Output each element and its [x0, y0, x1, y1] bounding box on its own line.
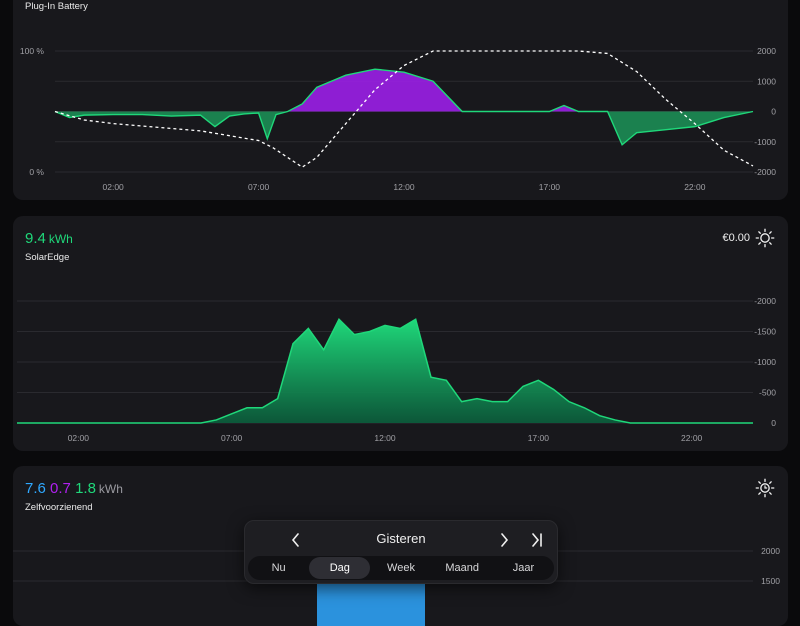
self-unit: kWh — [98, 482, 123, 496]
battery-right-tick: 0 — [771, 107, 776, 117]
solar-right-tick: -2000 — [754, 296, 776, 306]
solar-production-area — [17, 319, 753, 423]
battery-right-tick: 2000 — [757, 46, 776, 56]
solar-card[interactable]: 9.4 kWh SolarEdge €0.00 -2000 -1500 -1000 -5… — [13, 216, 788, 451]
battery-discharge-area — [55, 69, 753, 112]
chevron-left-icon — [291, 533, 299, 547]
solar-energy-value: 9.4 kWh — [25, 230, 73, 247]
self-value-solar: 1.8 — [75, 480, 96, 497]
solar-right-tick: -500 — [759, 388, 776, 398]
self-values: 7.6 0.7 1.8 kWh — [25, 480, 123, 497]
solar-price: €0.00 — [722, 232, 750, 244]
solar-unit: kWh — [48, 232, 73, 246]
battery-x-tick: 12:00 — [393, 182, 415, 192]
solar-x-tick: 07:00 — [221, 433, 243, 443]
self-name: Zelfvoorzienend — [25, 502, 93, 513]
solar-x-tick: 22:00 — [681, 433, 703, 443]
solar-value: 9.4 — [25, 230, 46, 247]
solar-production-line — [17, 318, 753, 424]
skip-to-end-icon — [532, 533, 542, 547]
battery-right-tick: 1000 — [757, 76, 776, 86]
battery-soc-line — [54, 50, 754, 168]
battery-x-tick: 17:00 — [539, 182, 561, 192]
battery-right-tick: -2000 — [754, 167, 776, 177]
sun-icon[interactable] — [755, 228, 775, 248]
battery-right-tick: -1000 — [754, 137, 776, 147]
period-navigator: Gisteren Nu Dag Week Maand Jaar — [244, 520, 558, 584]
previous-period-button[interactable] — [285, 529, 307, 551]
battery-x-tick: 02:00 — [103, 182, 125, 192]
battery-x-tick: 07:00 — [248, 182, 270, 192]
solar-chart: -2000 -1500 -1000 -500 0 02:00 07:00 12:00 17:00… — [17, 296, 776, 443]
battery-charge-area — [55, 111, 753, 145]
solar-x-tick: 12:00 — [374, 433, 396, 443]
tab-now[interactable]: Nu — [271, 562, 286, 574]
solar-x-tick: 17:00 — [528, 433, 550, 443]
battery-card[interactable]: Plug-In Battery 2000 1000 0 -1000 -2000 100 %… — [13, 0, 788, 200]
solar-name: SolarEdge — [25, 252, 70, 263]
tab-day[interactable]: Dag — [309, 557, 371, 579]
period-tabs: Nu Dag Week Maand Jaar — [248, 556, 554, 580]
self-y-tick: 1500 — [761, 576, 780, 586]
self-y-tick: 2000 — [761, 546, 780, 556]
tab-week[interactable]: Week — [387, 562, 415, 574]
chevron-right-icon — [501, 533, 509, 547]
period-label: Gisteren — [376, 531, 426, 546]
battery-left-tick: 100 % — [20, 46, 45, 56]
sun-clock-icon[interactable] — [755, 478, 775, 498]
next-period-button[interactable] — [493, 529, 515, 551]
battery-title: Plug-In Battery — [25, 1, 88, 12]
last-period-button[interactable] — [526, 529, 548, 551]
tab-month[interactable]: Maand — [445, 562, 480, 574]
battery-power-line — [54, 68, 754, 146]
tab-year[interactable]: Jaar — [512, 562, 535, 574]
solar-right-tick: -1500 — [754, 327, 776, 337]
period-nav-row: Gisteren — [245, 529, 557, 551]
solar-right-tick: 0 — [771, 418, 776, 428]
self-value-grid: 7.6 — [25, 480, 46, 497]
battery-x-tick: 22:00 — [684, 182, 706, 192]
self-value-battery: 0.7 — [50, 480, 71, 497]
solar-right-tick: -1000 — [754, 357, 776, 367]
battery-left-tick: 0 % — [29, 167, 44, 177]
battery-chart: 2000 1000 0 -1000 -2000 100 % 0 % 02:00 07:00 12:… — [20, 46, 776, 192]
solar-x-tick: 02:00 — [68, 433, 90, 443]
